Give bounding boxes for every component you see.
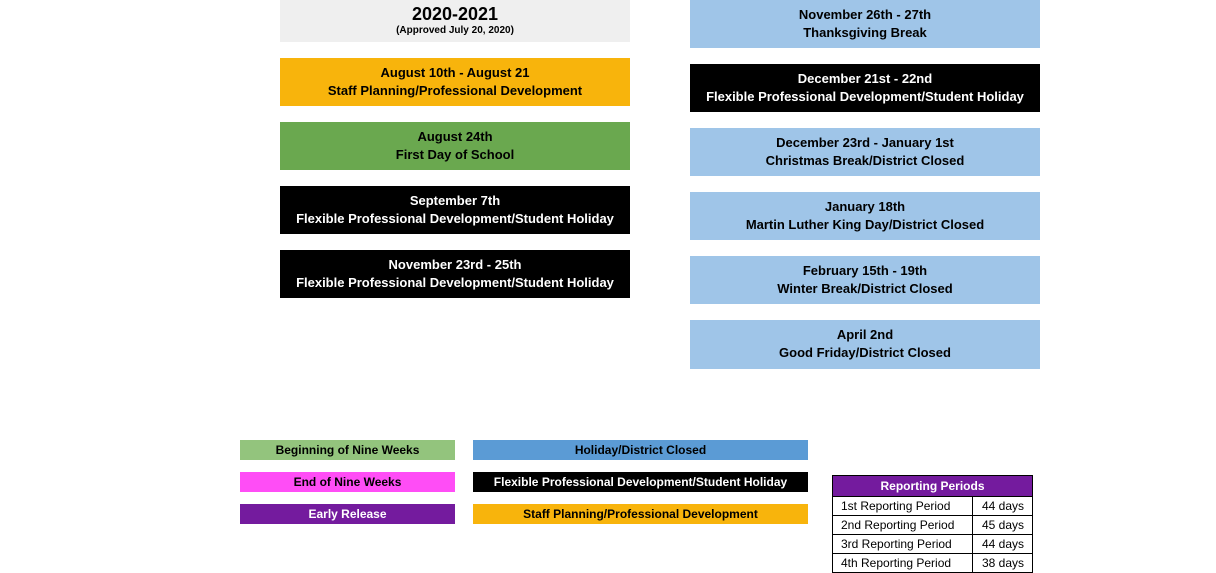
event-date: August 10th - August 21 [284, 64, 626, 82]
event-block: September 7thFlexible Professional Devel… [280, 186, 630, 234]
event-desc: Winter Break/District Closed [694, 280, 1036, 298]
event-date: December 21st - 22nd [694, 70, 1036, 88]
year-title: 2020-2021 [284, 4, 626, 25]
legend-right: Holiday/District Closed [473, 440, 808, 460]
legend-right: Staff Planning/Professional Development [473, 504, 808, 524]
event-desc: Staff Planning/Professional Development [284, 82, 626, 100]
calendar-wrap: 2020-2021 (Approved July 20, 2020) Augus… [280, 0, 1070, 385]
table-row: 3rd Reporting Period44 days [833, 535, 1033, 554]
legend-left: Early Release [240, 504, 455, 524]
table-row: 2nd Reporting Period45 days [833, 516, 1033, 535]
event-block: December 21st - 22ndFlexible Professiona… [690, 64, 1040, 112]
report-label: 3rd Reporting Period [833, 535, 973, 554]
table-row: 4th Reporting Period38 days [833, 554, 1033, 573]
event-block: November 23rd - 25thFlexible Professiona… [280, 250, 630, 298]
report-label: 4th Reporting Period [833, 554, 973, 573]
year-header: 2020-2021 (Approved July 20, 2020) [280, 0, 630, 42]
event-block: August 24thFirst Day of School [280, 122, 630, 170]
event-date: November 23rd - 25th [284, 256, 626, 274]
event-block: November 26th - 27thThanksgiving Break [690, 0, 1040, 48]
report-value: 44 days [973, 497, 1033, 516]
event-block: April 2ndGood Friday/District Closed [690, 320, 1040, 368]
event-desc: First Day of School [284, 146, 626, 164]
report-value: 45 days [973, 516, 1033, 535]
event-desc: Flexible Professional Development/Studen… [284, 210, 626, 228]
event-block: December 23rd - January 1stChristmas Bre… [690, 128, 1040, 176]
event-date: January 18th [694, 198, 1036, 216]
event-desc: Christmas Break/District Closed [694, 152, 1036, 170]
event-date: February 15th - 19th [694, 262, 1036, 280]
event-date: August 24th [284, 128, 626, 146]
event-desc: Flexible Professional Development/Studen… [284, 274, 626, 292]
event-desc: Martin Luther King Day/District Closed [694, 216, 1036, 234]
event-block: August 10th - August 21Staff Planning/Pr… [280, 58, 630, 106]
columns: 2020-2021 (Approved July 20, 2020) Augus… [280, 0, 1070, 385]
event-block: January 18thMartin Luther King Day/Distr… [690, 192, 1040, 240]
event-desc: Flexible Professional Development/Studen… [694, 88, 1036, 106]
legend-left: End of Nine Weeks [240, 472, 455, 492]
year-sub: (Approved July 20, 2020) [284, 25, 626, 36]
reporting-periods-table: Reporting Periods 1st Reporting Period44… [832, 475, 1033, 573]
right-column: November 26th - 27thThanksgiving Break De… [690, 0, 1040, 385]
report-value: 44 days [973, 535, 1033, 554]
event-date: December 23rd - January 1st [694, 134, 1036, 152]
legend-left: Beginning of Nine Weeks [240, 440, 455, 460]
legend-row: Beginning of Nine Weeks Holiday/District … [240, 440, 1040, 460]
event-date: September 7th [284, 192, 626, 210]
event-block: February 15th - 19thWinter Break/Distric… [690, 256, 1040, 304]
report-value: 38 days [973, 554, 1033, 573]
table-row: 1st Reporting Period44 days [833, 497, 1033, 516]
event-date: November 26th - 27th [694, 6, 1036, 24]
event-desc: Good Friday/District Closed [694, 344, 1036, 362]
report-label: 1st Reporting Period [833, 497, 973, 516]
event-date: April 2nd [694, 326, 1036, 344]
left-column: 2020-2021 (Approved July 20, 2020) Augus… [280, 0, 630, 385]
event-desc: Thanksgiving Break [694, 24, 1036, 42]
report-label: 2nd Reporting Period [833, 516, 973, 535]
legend-right: Flexible Professional Development/Studen… [473, 472, 808, 492]
report-title: Reporting Periods [833, 476, 1033, 497]
